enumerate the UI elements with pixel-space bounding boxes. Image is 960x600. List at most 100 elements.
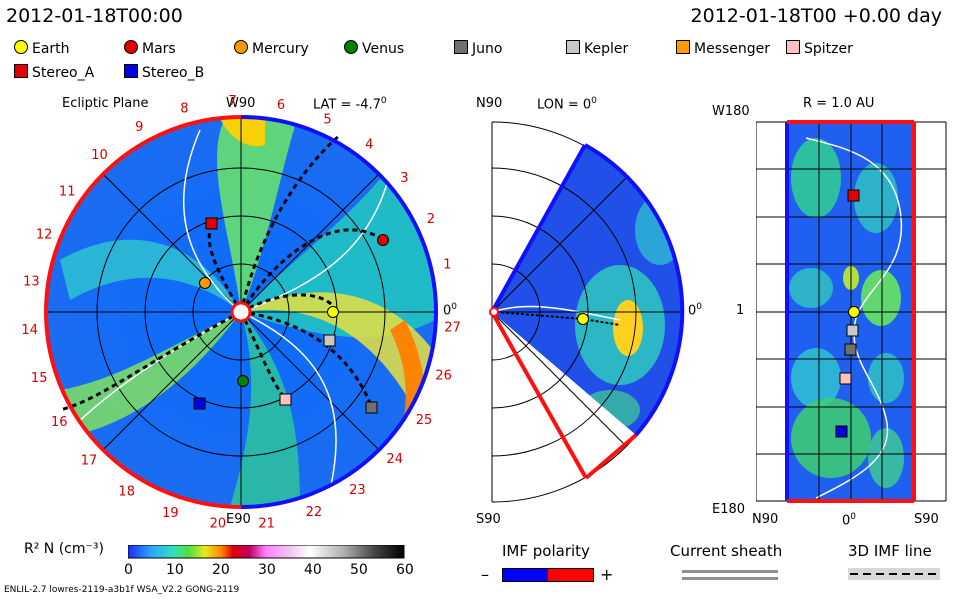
rotation-number-17: 17 xyxy=(81,454,98,469)
legend-item-mercury: Mercury xyxy=(234,40,309,58)
rotation-number-11: 11 xyxy=(59,185,76,200)
colorbar-tick-10: 10 xyxy=(166,562,184,578)
meridional-n90-label: N90 xyxy=(476,96,503,111)
circle-marker-icon xyxy=(124,40,138,54)
datetime-left: 2012-01-18T00:00 xyxy=(6,5,183,27)
legend-item-mars: Mars xyxy=(124,40,176,58)
lat-degree: 0 xyxy=(380,96,387,106)
rotation-number-9: 9 xyxy=(135,120,143,135)
legend-label: Earth xyxy=(32,41,70,57)
meridional-zero-degree: 0 xyxy=(696,302,703,312)
sun-marker xyxy=(230,301,252,323)
colorbar-tick-50: 50 xyxy=(350,562,368,578)
square-marker-icon xyxy=(124,64,138,78)
radial-w180-label: W180 xyxy=(712,104,750,119)
meridional-arc xyxy=(584,143,685,437)
legend-label: Venus xyxy=(362,41,405,57)
rotation-number-12: 12 xyxy=(36,227,53,242)
meridional-plot xyxy=(489,121,685,503)
radial-n90-label: N90 xyxy=(752,512,779,527)
legend-item-juno: Juno xyxy=(454,40,502,58)
rotation-number-6: 6 xyxy=(277,98,285,113)
kepler-marker xyxy=(323,334,336,347)
rotation-number-2: 2 xyxy=(427,212,435,227)
square-marker-icon xyxy=(676,40,690,54)
legend-label: Kepler xyxy=(584,41,629,57)
ecliptic-w90-label: W90 xyxy=(226,96,256,111)
rotation-number-21: 21 xyxy=(258,517,275,531)
radial-plot xyxy=(756,120,947,503)
rotation-number-14: 14 xyxy=(21,323,38,338)
ecliptic-zero-text: 0 xyxy=(443,303,452,319)
meridional-grid xyxy=(491,121,683,503)
rotation-number-5: 5 xyxy=(323,112,331,127)
legend-item-messenger: Messenger xyxy=(676,40,770,58)
imf3d-title: 3D IMF line xyxy=(848,542,932,560)
legend-item-earth: Earth xyxy=(14,40,70,58)
rotation-number-27: 27 xyxy=(444,321,461,336)
colorbar-tick-30: 30 xyxy=(258,562,276,578)
meridional-earth xyxy=(577,313,589,325)
imf-polarity-title: IMF polarity xyxy=(502,542,590,560)
current-sheath-line-1 xyxy=(682,570,778,573)
square-marker-icon xyxy=(454,40,468,54)
rotation-number-24: 24 xyxy=(386,452,403,467)
rotation-number-13: 13 xyxy=(23,274,40,289)
rotation-number-4: 4 xyxy=(365,137,373,152)
imf-negative-swatch xyxy=(502,568,550,582)
circle-marker-icon xyxy=(14,40,28,54)
colorbar-label: R² N (cm⁻³) xyxy=(24,541,104,557)
legend-label: Mars xyxy=(142,41,176,57)
rotation-number-22: 22 xyxy=(306,505,323,520)
meridional-sun xyxy=(489,307,499,317)
model-info-footer: ENLIL-2.7 lowres-2119-a3b1f WSA_V2.2 GON… xyxy=(4,585,240,595)
juno-marker xyxy=(365,401,378,414)
ecliptic-zero-label: 00 xyxy=(443,302,457,318)
radial-spitzer xyxy=(839,372,852,385)
legend-item-spitzer: Spitzer xyxy=(786,40,853,58)
lon-degree: 0 xyxy=(591,96,597,106)
ecliptic-zero-degree: 0 xyxy=(451,302,458,312)
meridional-arc-negative xyxy=(584,433,638,480)
rotation-number-3: 3 xyxy=(400,171,408,186)
rotation-number-20: 20 xyxy=(210,517,227,530)
rotation-number-16: 16 xyxy=(51,415,68,430)
rotation-number-8: 8 xyxy=(180,102,188,117)
datetime-right: 2012-01-18T00 +0.00 day xyxy=(690,5,942,27)
radial-r-label: R = 1.0 AU xyxy=(803,96,875,111)
radial-zero-degree: 0 xyxy=(850,512,857,522)
radial-density xyxy=(789,137,904,499)
legend-label: Messenger xyxy=(694,41,771,57)
imf-minus-sign: – xyxy=(481,565,489,584)
square-marker-icon xyxy=(14,64,28,78)
radial-earth xyxy=(848,306,860,318)
colorbar-tick-40: 40 xyxy=(304,562,322,578)
current-sheath-title: Current sheath xyxy=(670,542,783,560)
colorbar xyxy=(128,545,405,559)
ecliptic-lat-label: LAT = -4.70 xyxy=(313,96,387,112)
legend-label: Stereo_B xyxy=(142,65,205,81)
imf-positive-swatch xyxy=(548,568,594,582)
colorbar-tick-0: 0 xyxy=(124,562,133,578)
ecliptic-boundary-positive xyxy=(240,115,439,509)
stereo-b-marker xyxy=(193,397,206,410)
circle-marker-icon xyxy=(344,40,358,54)
lat-text: LAT = -4.7 xyxy=(313,97,381,113)
radial-juno xyxy=(844,343,857,356)
imf-plus-sign: + xyxy=(600,565,614,584)
rotation-number-19: 19 xyxy=(162,506,179,521)
radial-zero-label: 00 xyxy=(842,512,856,528)
legend-item-stereo-a: Stereo_A xyxy=(14,64,94,82)
rotation-number-26: 26 xyxy=(435,369,452,384)
square-marker-icon xyxy=(786,40,800,54)
ecliptic-boundary-negative xyxy=(43,115,242,509)
ecliptic-title: Ecliptic Plane xyxy=(62,96,149,111)
spitzer-marker xyxy=(279,393,292,406)
radial-stereo-a xyxy=(847,189,860,202)
legend-label: Stereo_A xyxy=(32,65,95,81)
radial-e180-label: E180 xyxy=(712,502,746,517)
meridional-zero-text: 0 xyxy=(688,303,697,319)
meridional-s90-label: S90 xyxy=(476,512,501,527)
